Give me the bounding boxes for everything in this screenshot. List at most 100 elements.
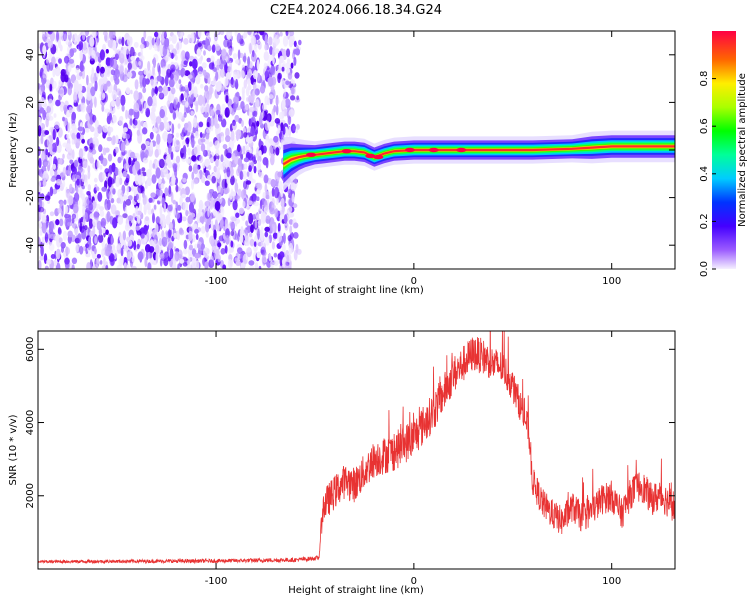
heatmap-noise-cell (225, 135, 231, 143)
heatmap-noise-cell (234, 31, 238, 37)
heatmap-noise-cell (197, 42, 202, 47)
heatmap-noise-cell (90, 72, 96, 84)
heatmap-noise-cell (44, 232, 49, 243)
heatmap-noise-cell (258, 265, 262, 269)
heatmap-noise-cell (144, 216, 150, 222)
heatmap-noise-cell (198, 57, 203, 65)
heatmap-noise-cell (207, 45, 212, 52)
heatmap-noise-cell (159, 158, 165, 169)
heatmap-noise-cell (243, 31, 248, 39)
heatmap-noise-cell (285, 80, 290, 86)
heatmap-noise-cell (198, 199, 204, 211)
heatmap-noise-cell (228, 47, 233, 56)
heatmap-noise-cell (171, 146, 176, 152)
heatmap-noise-cell (133, 41, 139, 48)
heatmap-noise-cell (194, 228, 199, 234)
heatmap-noise-cell (118, 38, 122, 45)
heatmap-noise-cell (269, 207, 276, 215)
heatmap-noise-cell (61, 205, 64, 217)
heatmap-noise-cell (134, 174, 140, 186)
heatmap-noise-cell (175, 155, 180, 164)
heatmap-noise-cell (129, 118, 133, 126)
heatmap-noise-cell (80, 102, 86, 113)
heatmap-noise-cell (217, 80, 222, 91)
heatmap-noise-cell (183, 239, 188, 250)
heatmap-noise-cell (262, 157, 269, 166)
heatmap-noise-cell (40, 245, 44, 257)
heatmap-noise-cell (118, 117, 123, 126)
heatmap-noise-cell (245, 229, 249, 236)
heatmap-noise-cell (62, 153, 65, 159)
heatmap-noise-cell (271, 114, 275, 120)
heatmap-noise-cell (289, 225, 293, 234)
heatmap-noise-cell (244, 104, 249, 111)
heatmap-noise-cell (42, 33, 46, 41)
heatmap-noise-cell (203, 247, 209, 258)
heatmap-noise-cell (154, 31, 159, 38)
heatmap-noise-cell (115, 96, 121, 107)
heatmap-noise-cell (269, 120, 275, 127)
heatmap-noise-cell (207, 151, 210, 159)
heatmap-noise-cell (99, 210, 105, 217)
heatmap-noise-cell (141, 167, 146, 172)
heatmap-noise-cell (280, 197, 285, 208)
heatmap-noise-cell (250, 35, 257, 46)
heatmap-noise-cell (92, 225, 96, 237)
heatmap-noise-cell (67, 64, 72, 73)
heatmap-trace-knot (404, 147, 415, 153)
snr-panel: -100 0 100 2000 4000 6000 Height of straight… (8, 330, 676, 596)
heatmap-noise-cell (290, 78, 294, 84)
heatmap-x-ticks: -100 0 100 (205, 31, 621, 287)
heatmap-noise-cell (175, 132, 180, 138)
heatmap-noise-cell (263, 51, 269, 62)
heatmap-noise-cell (91, 49, 96, 59)
heatmap-noise-cell (159, 44, 164, 54)
heatmap-noise-cell (249, 43, 252, 55)
heatmap-noise-cell (109, 113, 112, 121)
heatmap-noise-cell (99, 206, 104, 211)
heatmap-noise-cell (204, 85, 209, 92)
heatmap-noise-cell (197, 31, 202, 38)
heatmap-noise-cell (183, 38, 189, 45)
heatmap-noise-cell (134, 161, 140, 171)
heatmap-noise-cell (144, 141, 150, 146)
heatmap-noise-cell (165, 214, 171, 226)
heatmap-noise-cell (235, 59, 240, 65)
heatmap-noise-cell (67, 122, 71, 133)
heatmap-noise-cell (191, 171, 195, 180)
heatmap-noise-cell (112, 217, 118, 229)
heatmap-noise-cell (203, 111, 209, 118)
heatmap-noise-cell (187, 74, 193, 79)
heatmap-noise-cell (259, 114, 263, 126)
heatmap-noise-cell (294, 72, 300, 79)
heatmap-noise-cell (48, 143, 53, 153)
heatmap-noise-cell (52, 163, 56, 170)
heatmap-noise-cell (140, 143, 146, 151)
heatmap-noise-cell (71, 138, 75, 145)
heatmap-noise-cell (79, 60, 84, 72)
heatmap-x-tick-label: 0 (411, 276, 417, 287)
heatmap-noise-cell (71, 217, 75, 224)
heatmap-noise-cell (95, 257, 100, 268)
heatmap-noise-cell (109, 31, 114, 41)
heatmap-noise-cell (143, 31, 147, 40)
heatmap-noise-cell (250, 224, 254, 234)
heatmap-noise-cell (206, 142, 211, 154)
heatmap-noise-cell (88, 202, 94, 211)
heatmap-noise-cell (200, 138, 206, 143)
heatmap-noise-cell (248, 118, 252, 127)
heatmap-noise-cell (291, 193, 295, 203)
heatmap-noise-cell (262, 145, 267, 154)
heatmap-noise-cell (125, 133, 131, 140)
heatmap-noise-cell (204, 200, 211, 207)
snr-x-tick-label: -100 (205, 576, 228, 587)
heatmap-noise-cell (194, 131, 200, 139)
heatmap-noise-cell (139, 55, 145, 61)
heatmap-noise-cell (130, 89, 133, 95)
heatmap-noise-cell (168, 78, 175, 88)
heatmap-noise-cell (112, 135, 116, 145)
heatmap-noise-cell (262, 191, 266, 200)
heatmap-noise-cell (73, 159, 79, 168)
heatmap-noise-cell (102, 157, 108, 167)
heatmap-noise-cell (254, 218, 258, 229)
